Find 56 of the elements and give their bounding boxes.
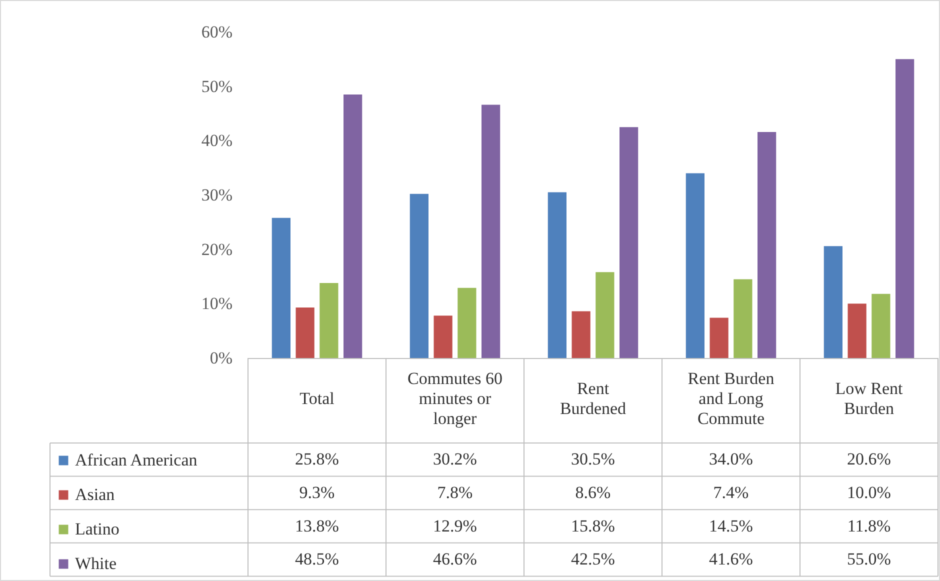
data-label: 48.5% [295, 550, 339, 569]
bar [458, 288, 476, 358]
legend-label: Latino [75, 520, 120, 538]
y-tick-label: 20% [201, 240, 232, 259]
legend-label: White [75, 554, 117, 573]
data-label: 55.0% [847, 550, 891, 569]
bar [296, 307, 314, 358]
bar [896, 59, 914, 358]
x-tick-label: Rent Burden and Long Commute [688, 369, 775, 428]
data-label: 10.0% [847, 482, 891, 502]
data-label: 7.4% [713, 482, 749, 502]
bar [734, 279, 752, 358]
legend-label: Asian [75, 485, 116, 504]
bar [482, 104, 500, 358]
x-tick-label: Total [300, 389, 335, 408]
data-label: 7.8% [437, 482, 473, 502]
bar [710, 318, 728, 358]
y-tick-label: 50% [201, 76, 232, 96]
bar [872, 294, 890, 358]
data-label: 15.8% [571, 516, 615, 536]
bar [686, 173, 704, 358]
data-label: 30.5% [571, 450, 615, 469]
x-tick-label: Low Rent Burden [835, 379, 904, 418]
x-tick-label: Commutes 60 minutes or longer [408, 369, 502, 428]
bar [824, 246, 842, 358]
bar [320, 283, 338, 358]
data-label: 13.8% [295, 516, 339, 536]
data-label: 9.3% [299, 482, 335, 502]
data-label: 8.6% [575, 482, 611, 502]
x-tick-label: Rent Burdened [560, 379, 627, 418]
bar [434, 316, 452, 358]
data-label: 11.8% [847, 516, 891, 536]
data-label: 20.6% [847, 450, 891, 469]
bar [758, 132, 776, 358]
y-tick-label: 60% [201, 22, 232, 42]
data-label: 34.0% [709, 450, 753, 469]
bar [272, 218, 290, 358]
y-tick-label: 10% [201, 294, 232, 314]
bar [344, 94, 362, 358]
bar [620, 127, 638, 358]
bar [548, 192, 566, 358]
data-label: 30.2% [433, 450, 477, 469]
y-tick-label: 40% [201, 131, 232, 150]
bar [572, 311, 590, 358]
bar [410, 194, 428, 358]
bar [596, 272, 614, 358]
legend-label: African American [75, 450, 198, 470]
data-label: 14.5% [709, 516, 753, 536]
data-label: 46.6% [433, 550, 477, 569]
data-label: 42.5% [571, 550, 615, 569]
y-tick-label: 30% [201, 186, 232, 204]
data-label: 41.6% [709, 550, 753, 569]
data-label: 12.9% [433, 516, 477, 536]
y-tick-label: 0% [210, 348, 232, 368]
bar [848, 304, 866, 358]
data-label: 25.8% [295, 450, 339, 469]
